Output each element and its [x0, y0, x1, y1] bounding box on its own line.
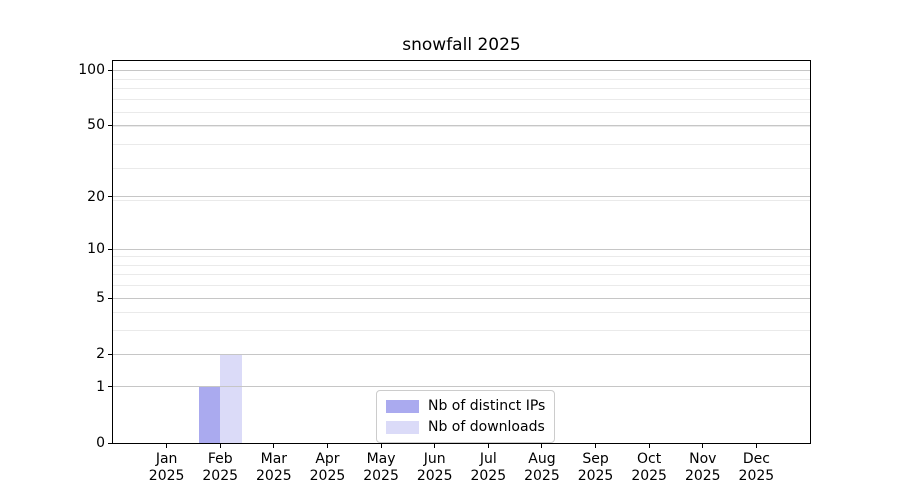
x-tick-label: Jul 2025: [470, 451, 507, 484]
gridline-minor: [113, 256, 810, 258]
x-tick: [541, 443, 543, 448]
legend-label-distinct-ips: Nb of distinct IPs: [428, 398, 546, 414]
x-tick-label: Nov 2025: [684, 451, 721, 484]
gridline-minor: [113, 285, 810, 287]
gridline-major: [113, 386, 810, 388]
legend-swatch-distinct-ips: [386, 399, 419, 413]
gridline-minor: [113, 264, 810, 266]
gridline-minor: [113, 126, 810, 128]
y-tick: [108, 386, 113, 388]
gridline-minor: [113, 274, 810, 276]
bar-nb-of-distinct-ips-feb-2025: [198, 386, 221, 443]
gridline-major: [113, 353, 810, 355]
chart-title: snowfall 2025: [402, 35, 521, 55]
x-tick-label: Feb 2025: [202, 451, 239, 484]
legend-label-downloads: Nb of downloads: [428, 419, 545, 435]
x-tick: [326, 443, 328, 448]
x-tick-label: Apr 2025: [309, 451, 346, 484]
y-tick: [108, 124, 113, 126]
legend-swatch-downloads: [386, 420, 419, 434]
x-tick: [273, 443, 275, 448]
legend-item-distinct-ips: Nb of distinct IPs: [386, 397, 545, 415]
gridline-minor: [113, 167, 810, 169]
x-tick: [166, 443, 168, 448]
gridline-major: [113, 69, 810, 71]
gridline-minor: [113, 144, 810, 146]
y-tick: [108, 196, 113, 198]
x-tick-label: Dec 2025: [738, 451, 775, 484]
gridline-minor: [113, 330, 810, 332]
x-tick-label: Mar 2025: [256, 451, 292, 484]
gridline-major: [113, 124, 810, 126]
gridline-minor: [113, 78, 810, 80]
y-tick-label: 100: [78, 62, 105, 79]
x-tick: [487, 443, 489, 448]
y-tick-label: 0: [96, 435, 105, 451]
y-tick: [108, 69, 113, 71]
y-tick-label: 50: [87, 117, 105, 134]
x-tick-label: Sep 2025: [577, 451, 614, 484]
gridline-minor: [113, 111, 810, 113]
y-tick-label: 1: [96, 378, 105, 395]
y-tick: [108, 248, 113, 250]
y-tick-label: 20: [87, 188, 105, 205]
x-tick: [219, 443, 221, 448]
gridline-minor: [113, 200, 810, 202]
x-tick: [380, 443, 382, 448]
gridline-major: [113, 248, 810, 250]
y-tick-label: 2: [96, 346, 105, 363]
gridline-major: [113, 297, 810, 299]
x-tick-label: Jan 2025: [148, 451, 185, 484]
x-tick-label: Oct 2025: [631, 451, 667, 484]
legend: Nb of distinct IPs Nb of downloads: [376, 390, 556, 443]
gridline-minor: [113, 312, 810, 314]
y-tick-label: 10: [87, 241, 105, 258]
bar-nb-of-downloads-feb-2025: [220, 354, 242, 443]
legend-item-downloads: Nb of downloads: [386, 418, 545, 436]
x-tick: [595, 443, 597, 448]
y-tick-label: 5: [96, 290, 105, 307]
gridline-minor: [113, 99, 810, 101]
gridline-minor: [113, 88, 810, 90]
x-tick-label: Aug 2025: [524, 451, 560, 484]
y-tick: [108, 297, 113, 299]
x-tick: [648, 443, 650, 448]
x-tick: [755, 443, 757, 448]
x-tick-label: May 2025: [363, 451, 399, 484]
x-tick: [434, 443, 436, 448]
plot-area: [112, 60, 811, 444]
gridline-major: [113, 196, 810, 198]
y-tick: [108, 353, 113, 355]
y-tick: [108, 442, 113, 444]
x-tick-label: Jun 2025: [416, 451, 453, 484]
x-tick: [702, 443, 704, 448]
